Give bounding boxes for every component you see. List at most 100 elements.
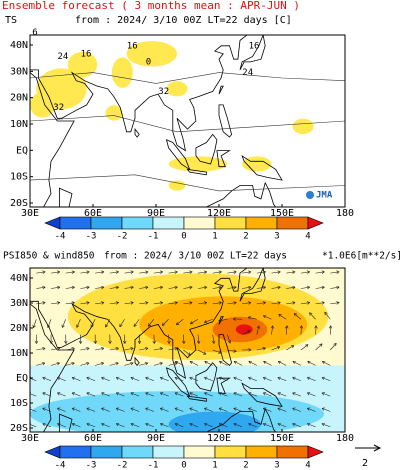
wind-arrow — [109, 362, 119, 366]
wind-arrow-head — [299, 325, 304, 329]
wind-arrow — [109, 347, 119, 351]
wind-arrow-head — [328, 325, 333, 329]
lat-label: 40N — [10, 273, 28, 284]
lon-label: 60E — [84, 433, 102, 444]
wind-arrow-head — [130, 347, 134, 351]
wind-arrow-head — [233, 360, 238, 364]
wind-arrow — [218, 423, 228, 428]
wind-arrow — [109, 302, 119, 305]
wind-arrow — [130, 423, 140, 428]
wind-arrow-head — [34, 340, 39, 344]
wind-arrow — [315, 343, 323, 351]
wind-arrow-head — [159, 392, 164, 396]
wind-arrow-head — [145, 301, 149, 305]
wind-arrow — [204, 361, 213, 366]
wind-arrow-head — [278, 314, 282, 318]
contour-label: 24 — [242, 68, 253, 78]
wind-arrow — [204, 377, 213, 382]
wind-arrow-head — [105, 324, 109, 328]
wind-arrow-head — [159, 270, 163, 274]
wind-arrow — [330, 302, 340, 305]
wind-arrow-head — [336, 301, 340, 305]
wind-arrow — [285, 325, 288, 335]
colorbar-label: -1 — [148, 232, 159, 242]
colorbar-label: -4 — [55, 461, 66, 470]
wind-arrow — [71, 392, 81, 397]
colorbar-label: 3 — [274, 461, 279, 470]
wind-arrow — [65, 302, 75, 305]
wind-arrow — [174, 392, 184, 397]
coastline — [186, 168, 207, 176]
wind-arrow-head — [167, 340, 171, 344]
wind-arrow — [233, 361, 243, 366]
wind-arrow — [190, 318, 199, 325]
wind-arrow-head — [145, 347, 149, 351]
wind-arrow-head — [101, 422, 105, 427]
wind-arrow — [321, 392, 331, 397]
wind-arrow — [130, 377, 140, 382]
wind-arrow — [30, 377, 37, 382]
lon-label: 120E — [207, 208, 231, 219]
wind-arrow-head — [161, 322, 166, 326]
wind-arrow — [80, 271, 90, 274]
wind-arrow — [71, 407, 81, 412]
wind-arrow-head — [321, 422, 325, 427]
wind-arrow-head — [145, 422, 149, 427]
wind-arrow — [153, 362, 163, 366]
contour-label: 16 — [249, 41, 260, 51]
wind-arrow-head — [321, 285, 325, 290]
wind-arrow — [248, 407, 257, 412]
wind-arrow-head — [101, 301, 105, 305]
wind-arrow-head — [336, 285, 340, 290]
wind-arrow — [271, 302, 281, 305]
wind-arrow — [307, 407, 316, 412]
wind-arrow-head — [189, 407, 193, 411]
wind-arrow — [227, 334, 231, 344]
wind-arrow — [124, 362, 134, 366]
lon-label: 60E — [84, 208, 102, 219]
wind-arrow — [183, 302, 193, 305]
wind-arrow-head — [119, 323, 123, 328]
colorbar-segment — [121, 445, 154, 459]
wind-arrow-head — [42, 376, 46, 380]
wind-arrow-head — [233, 301, 237, 305]
wind-arrow — [315, 302, 325, 305]
wind-arrow — [322, 361, 331, 366]
wind-arrow-head — [100, 347, 105, 351]
wind-arrow — [50, 362, 60, 366]
wind-arrow — [256, 347, 266, 351]
lat-label: 20N — [10, 93, 28, 104]
wind-arrow-head — [101, 270, 105, 274]
wind-arrow — [212, 349, 222, 354]
wind-arrow — [292, 407, 302, 412]
wind-arrow-head — [56, 347, 61, 351]
wind-arrow — [324, 312, 331, 320]
wind-arrow-head — [277, 270, 281, 274]
wind-arrow-head — [248, 360, 252, 364]
wind-arrow-head — [100, 362, 104, 366]
wind-arrow-head — [248, 422, 252, 427]
wind-arrow — [256, 325, 260, 335]
wind-arrow-head — [248, 348, 252, 352]
wind-arrow-head — [101, 407, 105, 411]
wind-arrow — [86, 423, 96, 428]
wind-arrow — [300, 344, 309, 351]
wind-arrow-head — [115, 422, 120, 427]
anomaly-area — [126, 41, 177, 67]
wind-arrow-head — [76, 324, 80, 328]
wind-arrow — [47, 319, 52, 328]
wind-arrow-head — [218, 422, 223, 427]
wind-arrow — [168, 271, 178, 274]
wind-arrow — [315, 271, 325, 274]
colorbar-label: 1 — [212, 232, 217, 242]
wind-arrow-head — [248, 285, 252, 290]
wind-arrow-head — [115, 301, 119, 305]
colorbar-segment — [90, 216, 123, 230]
wind-arrow — [286, 286, 296, 289]
wind-arrow — [36, 286, 46, 289]
wind-arrow — [160, 407, 169, 412]
wind-arrow — [160, 423, 169, 428]
wind-arrow-head — [145, 270, 149, 274]
colorbar-segment — [59, 445, 92, 459]
lat-label: 10N — [10, 348, 28, 359]
